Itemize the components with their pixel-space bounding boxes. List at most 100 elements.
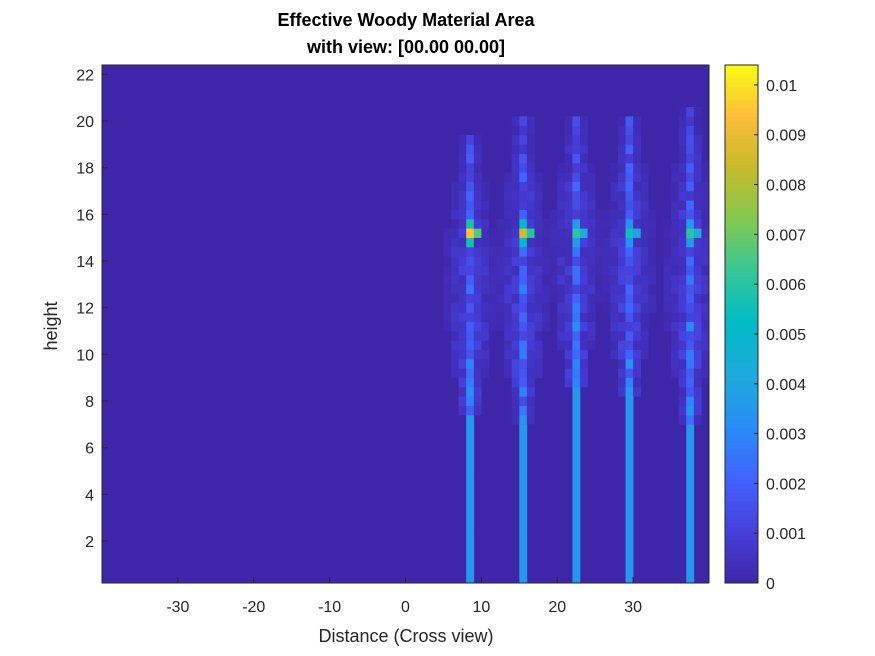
colorbar-segment — [725, 289, 758, 295]
heatmap-cell — [678, 181, 687, 192]
heatmap-cell — [481, 284, 490, 294]
heatmap-cell — [572, 471, 581, 481]
heatmap-cell — [451, 191, 459, 201]
heatmap-cell — [633, 303, 642, 313]
heatmap-cell — [587, 181, 596, 192]
heatmap-cell — [504, 237, 513, 248]
heatmap-cell — [526, 163, 535, 173]
colorbar-segment — [725, 552, 758, 558]
heatmap-cell — [572, 219, 581, 229]
heatmap-cell — [511, 153, 520, 164]
heatmap-cell — [678, 125, 687, 136]
heatmap-cell — [617, 135, 626, 145]
heatmap-cell — [458, 303, 467, 313]
heatmap-cell — [625, 153, 634, 164]
colorbar-segment — [725, 570, 758, 575]
heatmap-cell — [496, 237, 505, 248]
heatmap-cell — [473, 312, 482, 322]
colorbar-segment — [725, 138, 758, 144]
heatmap-cell — [511, 219, 520, 229]
heatmap-cell — [542, 275, 550, 285]
colorbar-segment — [725, 254, 758, 260]
heatmap-cell — [648, 219, 657, 229]
heatmap-cell — [466, 331, 475, 341]
colorbar-segment — [725, 246, 758, 252]
heatmap-cell — [526, 153, 535, 164]
heatmap-cell — [640, 256, 649, 266]
heatmap-cell — [678, 359, 687, 369]
heatmap-cell — [625, 359, 634, 369]
heatmap-cell — [572, 433, 581, 444]
heatmap-cell — [625, 340, 634, 350]
heatmap-cell — [466, 545, 475, 556]
colorbar-segment — [725, 116, 758, 122]
heatmap-cell — [496, 265, 505, 276]
heatmap-cell — [686, 237, 695, 248]
heatmap-cell — [481, 209, 490, 220]
heatmap-cell — [686, 461, 695, 472]
heatmap-cell — [534, 191, 543, 201]
heatmap-cell — [519, 461, 528, 472]
heatmap-cell — [671, 200, 679, 210]
heatmap-cell — [686, 275, 695, 285]
heatmap-cell — [595, 256, 604, 266]
x-tick-label: 30 — [624, 599, 642, 616]
heatmap-cell — [549, 275, 558, 285]
heatmap-cell — [572, 284, 581, 294]
heatmap-cell — [458, 275, 467, 285]
heatmap-cell — [640, 293, 649, 304]
heatmap-cell — [693, 116, 702, 126]
heatmap-cell — [473, 293, 482, 304]
heatmap-cell — [473, 265, 482, 276]
heatmap-cell — [458, 368, 467, 378]
heatmap-cell — [678, 116, 687, 126]
heatmap-cell — [617, 181, 626, 192]
heatmap-cell — [504, 349, 513, 360]
heatmap-cell — [526, 247, 535, 257]
heatmap-cell — [519, 517, 528, 528]
heatmap-cell — [678, 172, 687, 182]
heatmap-cell — [625, 573, 634, 584]
colorbar-segment — [725, 203, 758, 208]
heatmap-cell — [473, 163, 482, 173]
heatmap-cell — [587, 312, 596, 322]
heatmap-cell — [663, 284, 672, 294]
colorbar-segment — [725, 574, 758, 580]
heatmap-cell — [519, 153, 528, 164]
heatmap-cell — [625, 452, 634, 462]
heatmap-cell — [686, 331, 695, 341]
heatmap-cell — [572, 499, 581, 509]
heatmap-cell — [580, 247, 588, 257]
heatmap-cell — [572, 489, 581, 500]
heatmap-cell — [595, 293, 604, 304]
colorbar-segment — [725, 578, 758, 584]
heatmap-cell — [587, 275, 596, 285]
heatmap-cell — [526, 340, 535, 350]
heatmap-cell — [686, 321, 695, 332]
heatmap-cell — [625, 349, 634, 360]
heatmap-cell — [678, 256, 687, 266]
plot-frame — [101, 64, 710, 584]
heatmap-cell — [572, 237, 581, 248]
heatmap-cell — [701, 228, 710, 238]
heatmap-cell — [557, 200, 566, 210]
heatmap-cell — [496, 284, 505, 294]
heatmap-cell — [473, 377, 482, 388]
heatmap-cell — [625, 247, 634, 257]
heatmap-cell — [617, 331, 626, 341]
heatmap-cell — [686, 555, 695, 565]
heatmap-cell — [693, 396, 702, 406]
heatmap-cell — [511, 228, 520, 238]
heatmap-cell — [466, 489, 475, 500]
heatmap-cell — [587, 321, 596, 332]
heatmap-cell — [534, 293, 543, 304]
heatmap-cell — [519, 172, 528, 182]
heatmap-cell — [504, 219, 513, 229]
heatmap-cell — [633, 293, 642, 304]
heatmap-cell — [686, 181, 695, 192]
heatmap-cell — [534, 265, 543, 276]
heatmap-cell — [458, 163, 467, 173]
heatmap-cell — [458, 135, 467, 145]
heatmap-cell — [504, 312, 513, 322]
heatmap-cell — [640, 191, 649, 201]
